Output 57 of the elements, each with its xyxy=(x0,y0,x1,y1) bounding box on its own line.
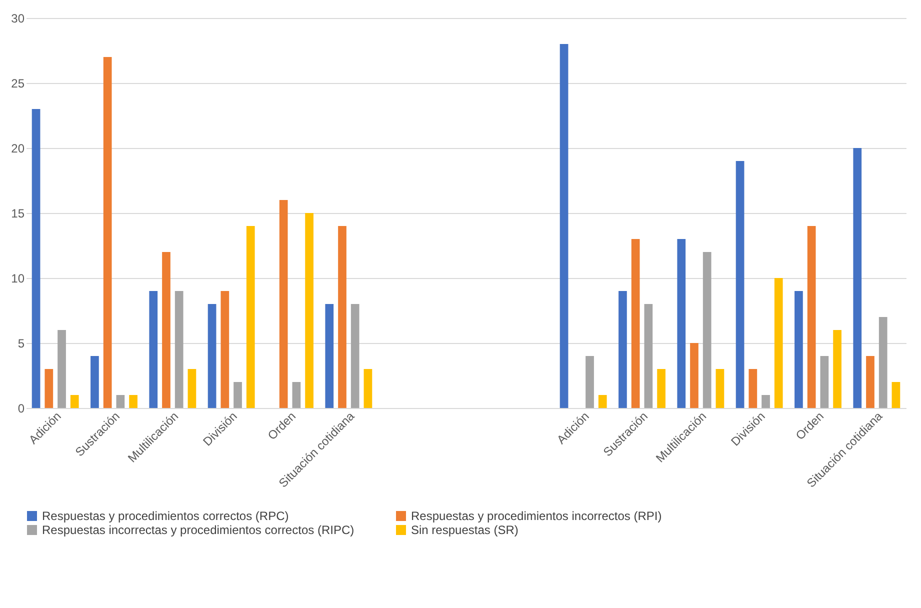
bar xyxy=(866,356,874,408)
bar xyxy=(208,304,216,408)
legend-label: Respuestas y procedimientos incorrectos (RPI) xyxy=(411,509,662,523)
bar xyxy=(794,291,803,408)
bar xyxy=(736,161,744,408)
bar xyxy=(129,395,138,408)
y-tick-label: 30 xyxy=(11,12,25,26)
bar xyxy=(338,226,346,408)
y-tick-label: 25 xyxy=(11,76,25,90)
bar xyxy=(90,356,99,408)
bar xyxy=(58,330,66,408)
legend-label: Respuestas y procedimientos correctos (RPC) xyxy=(42,509,289,523)
bar xyxy=(807,226,816,408)
bar xyxy=(644,304,653,408)
y-tick-label: 10 xyxy=(11,272,25,286)
bar xyxy=(892,382,900,408)
bar xyxy=(364,369,372,408)
bar xyxy=(292,382,301,408)
bar xyxy=(32,109,40,408)
bar xyxy=(631,239,640,408)
legend-label: Sin respuestas (SR) xyxy=(411,523,518,537)
bar xyxy=(762,395,770,408)
bar xyxy=(70,395,79,408)
bar xyxy=(690,343,698,408)
bar xyxy=(305,213,314,408)
bar xyxy=(820,356,829,408)
bar xyxy=(702,252,712,408)
bar xyxy=(44,369,54,408)
bar xyxy=(853,148,862,408)
bar xyxy=(149,291,158,408)
y-tick-label: 5 xyxy=(18,336,25,350)
bar xyxy=(716,369,724,408)
bar xyxy=(878,317,888,408)
y-tick-label: 15 xyxy=(11,206,25,220)
bar xyxy=(234,382,242,408)
legend-label: Respuestas incorrectas y procedimientos correctos (RIPC) xyxy=(42,523,354,537)
bar xyxy=(162,252,170,408)
y-tick-label: 20 xyxy=(11,142,25,156)
bar xyxy=(220,291,230,408)
bar xyxy=(598,395,607,408)
bar xyxy=(748,369,758,408)
bar xyxy=(586,356,594,408)
bar xyxy=(188,369,196,408)
bar xyxy=(116,395,125,408)
y-tick-label: 0 xyxy=(18,402,25,416)
bar xyxy=(677,239,686,408)
bar xyxy=(325,304,334,408)
bar xyxy=(246,226,255,408)
bar xyxy=(618,291,627,408)
bar xyxy=(103,57,112,408)
bar xyxy=(279,200,288,408)
bar xyxy=(657,369,666,408)
bar xyxy=(174,291,184,408)
bar xyxy=(350,304,360,408)
bar xyxy=(833,330,842,408)
bar xyxy=(560,44,568,408)
bar xyxy=(774,278,783,408)
